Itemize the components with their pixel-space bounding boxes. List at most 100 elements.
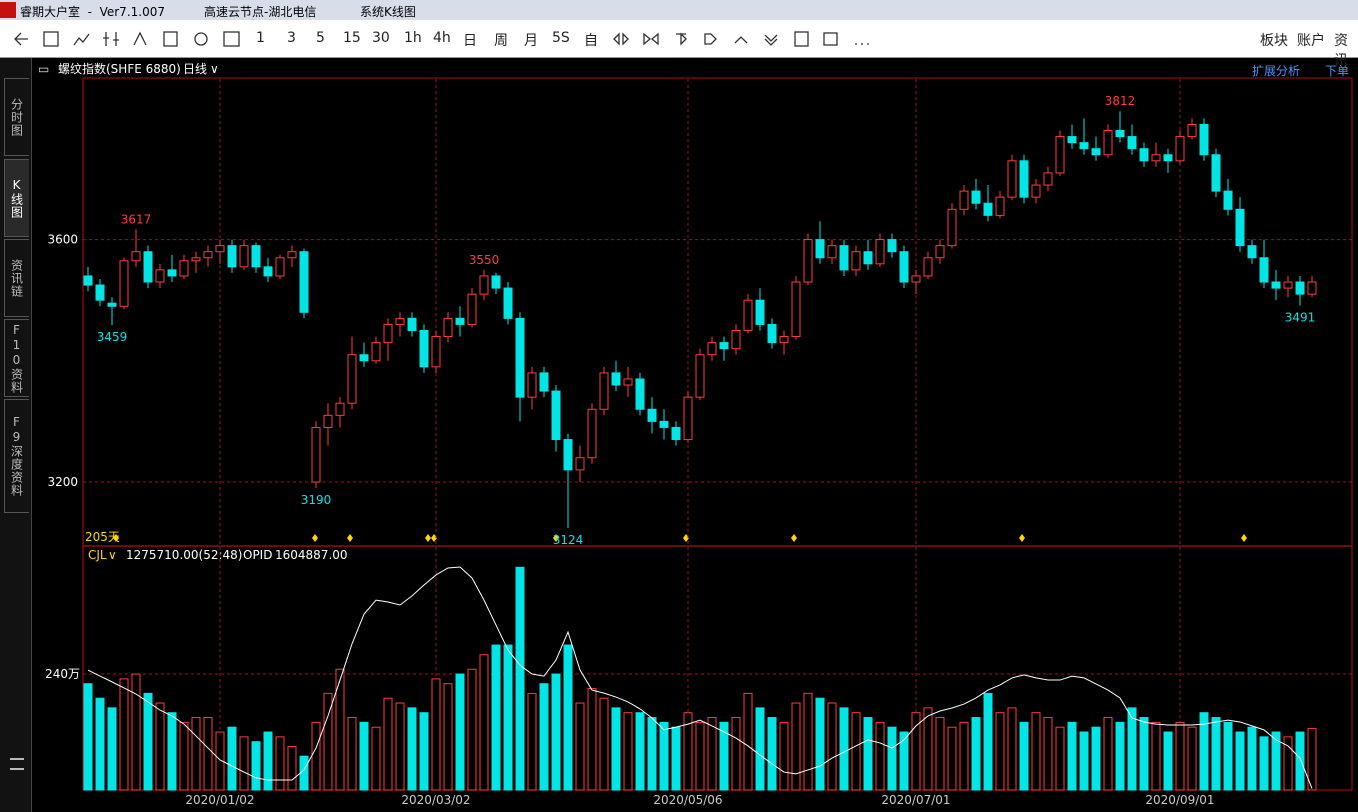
volume-bar bbox=[1163, 731, 1173, 791]
period-button[interactable]: 5 bbox=[316, 30, 325, 46]
candle-body bbox=[227, 245, 237, 268]
sidebar: 分时图 K线图 资讯链 F10资料 F9深度资料 bbox=[0, 58, 32, 812]
candle-body bbox=[395, 317, 405, 325]
volume-bar bbox=[1151, 721, 1161, 791]
candle-body bbox=[695, 354, 705, 398]
volume-bar bbox=[407, 707, 417, 791]
y-tick-label: 240万 bbox=[45, 667, 80, 681]
candle-body bbox=[335, 402, 345, 416]
volume-bar bbox=[767, 717, 777, 791]
candle-body bbox=[719, 342, 729, 350]
volume-bar bbox=[167, 712, 177, 791]
volume-bar bbox=[323, 692, 333, 791]
period-button[interactable]: 1h bbox=[404, 30, 422, 46]
candle-body bbox=[239, 245, 249, 268]
volume-bar bbox=[911, 712, 921, 791]
candle-body bbox=[971, 190, 981, 204]
volume-bar bbox=[1139, 717, 1149, 791]
volume-bar bbox=[755, 707, 765, 791]
indicator-caret[interactable]: ∨ bbox=[108, 548, 117, 562]
candle-body bbox=[1115, 130, 1125, 138]
order-button[interactable]: 下单 bbox=[1325, 64, 1349, 78]
period-button[interactable]: 月 bbox=[524, 33, 538, 49]
menu-button[interactable]: 板块 bbox=[1260, 33, 1288, 49]
candle-body bbox=[1067, 136, 1077, 144]
period[interactable]: 日线 bbox=[183, 62, 207, 76]
volume-bar bbox=[587, 688, 597, 791]
volume-bar bbox=[959, 721, 969, 791]
candle-body bbox=[851, 251, 861, 271]
period-button[interactable]: 4h bbox=[433, 30, 451, 46]
candle-body bbox=[95, 284, 105, 301]
candle-body bbox=[947, 208, 957, 247]
candle-body bbox=[1139, 148, 1149, 162]
period-button[interactable]: 30 bbox=[372, 30, 390, 46]
candle-body bbox=[599, 372, 609, 410]
volume-bar bbox=[995, 712, 1005, 791]
candle-body bbox=[575, 457, 585, 471]
candle-body bbox=[1127, 136, 1137, 150]
volume-bar bbox=[155, 702, 165, 791]
volume-bar bbox=[1079, 731, 1089, 791]
volume-bar bbox=[275, 736, 285, 791]
candle-body bbox=[167, 269, 177, 277]
candle-body bbox=[431, 336, 441, 368]
candle-body bbox=[143, 251, 153, 283]
sidebar-tab[interactable]: F9深度资料 bbox=[4, 399, 29, 513]
candle-body bbox=[671, 426, 681, 441]
candle-body bbox=[983, 202, 993, 216]
y-tick-label: 3200 bbox=[47, 475, 78, 489]
period-button[interactable]: 15 bbox=[343, 30, 361, 46]
volume-bar bbox=[359, 721, 369, 791]
candle-body bbox=[659, 420, 669, 428]
menu-icon[interactable] bbox=[10, 758, 24, 770]
period-button[interactable]: 1 bbox=[256, 30, 265, 46]
volume-text: 1275710.00(52:48) bbox=[126, 548, 242, 562]
menu-button[interactable]: 资讯 bbox=[1334, 33, 1348, 69]
volume-bar bbox=[1103, 717, 1113, 791]
candle-body bbox=[1271, 281, 1281, 289]
volume-bar bbox=[419, 712, 429, 791]
volume-bar bbox=[635, 712, 645, 791]
server-node: 高速云节点-湖北电信 bbox=[204, 5, 317, 19]
candle-body bbox=[1307, 281, 1317, 295]
volume-bar bbox=[1019, 721, 1029, 791]
menu-button[interactable]: 账户 bbox=[1297, 33, 1325, 49]
period-button[interactable]: 日 bbox=[463, 33, 477, 49]
period-button[interactable]: 5S bbox=[552, 30, 570, 46]
candle-body bbox=[443, 317, 453, 338]
sidebar-tab[interactable]: 分时图 bbox=[4, 78, 29, 156]
period-caret[interactable]: ∨ bbox=[210, 62, 219, 76]
volume-bar bbox=[1211, 717, 1221, 791]
volume-bar bbox=[83, 683, 93, 791]
volume-bar bbox=[935, 717, 945, 791]
candle-body bbox=[1199, 123, 1209, 156]
candle-body bbox=[1295, 281, 1305, 295]
extend-analysis[interactable]: 扩展分析 bbox=[1252, 64, 1300, 78]
candle-body bbox=[491, 275, 501, 289]
candle-body bbox=[107, 302, 117, 307]
candle-body bbox=[1055, 136, 1065, 174]
candle-body bbox=[467, 293, 477, 325]
volume-bar bbox=[515, 566, 525, 791]
sidebar-tab[interactable]: 资讯链 bbox=[4, 239, 29, 317]
candle-body bbox=[791, 281, 801, 338]
period-button[interactable]: 自 bbox=[584, 33, 598, 49]
volume-bar bbox=[395, 702, 405, 791]
volume-bar bbox=[1067, 721, 1077, 791]
candle-body bbox=[707, 342, 717, 356]
volume-bar bbox=[671, 726, 681, 791]
volume-bar bbox=[707, 717, 717, 791]
period-button[interactable]: 周 bbox=[494, 33, 508, 49]
period-button[interactable]: 3 bbox=[287, 30, 296, 46]
volume-bar bbox=[695, 721, 705, 791]
sidebar-tab[interactable]: K线图 bbox=[4, 159, 29, 237]
sidebar-tab[interactable]: F10资料 bbox=[4, 319, 29, 397]
candle-body bbox=[263, 266, 273, 277]
candle-body bbox=[83, 275, 93, 286]
low-label: 3491 bbox=[1285, 311, 1316, 325]
volume-bar bbox=[215, 731, 225, 791]
indicator-name[interactable]: CJL bbox=[88, 548, 107, 562]
volume-bar bbox=[287, 746, 297, 791]
